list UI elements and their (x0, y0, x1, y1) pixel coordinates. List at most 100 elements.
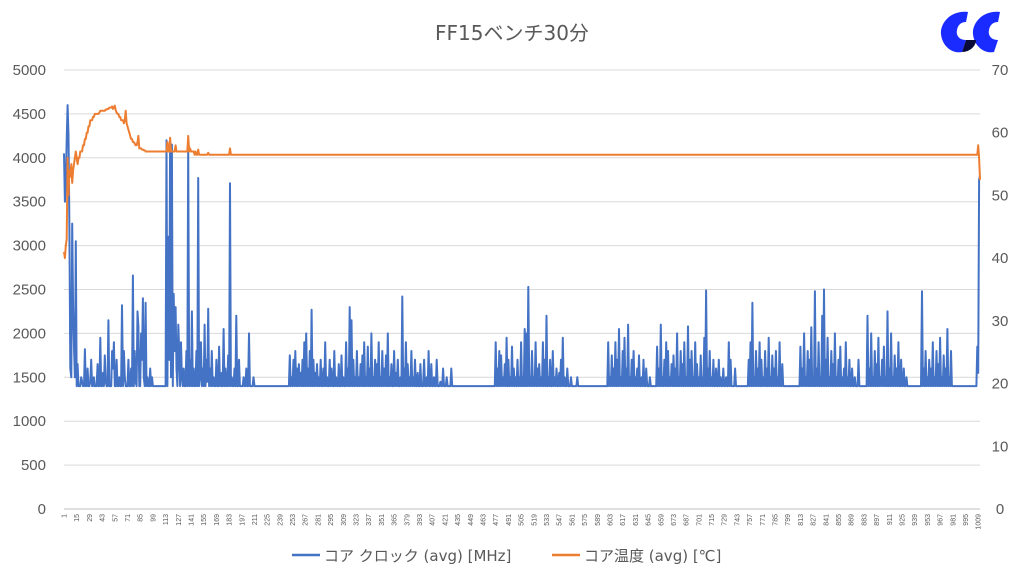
legend: コア クロック (avg) [MHz] コア温度 (avg) [℃] (292, 547, 721, 565)
x-tick-label: 617 (620, 514, 627, 526)
x-axis: 1 15 29 43 57 71 85 99 113 127 141 155 169 183 197 211 2… (62, 514, 983, 530)
series-line-core-temp (63, 104, 981, 260)
x-tick-label: 869 (849, 514, 856, 526)
x-tick-label: 169 (214, 514, 221, 526)
x-tick-label: 855 (836, 514, 843, 526)
x-tick-label: 155 (201, 514, 208, 526)
x-tick-label: 295 (328, 514, 335, 526)
x-tick-label: 85 (138, 514, 145, 522)
y-right-tick-label: 50 (992, 187, 1009, 204)
x-tick-label: 309 (341, 514, 348, 526)
x-tick-label: 827 (811, 514, 818, 526)
x-tick-label: 939 (912, 514, 919, 526)
x-tick-label: 519 (531, 514, 538, 526)
x-tick-label: 99 (150, 514, 157, 522)
x-tick-label: 953 (925, 514, 932, 526)
x-tick-label: 113 (163, 514, 170, 525)
x-tick-label: 421 (442, 514, 449, 526)
x-tick-label: 911 (887, 514, 894, 525)
x-tick-label: 533 (544, 514, 551, 526)
y-left-tick-label: 0 (38, 501, 46, 518)
x-tick-label: 337 (366, 514, 373, 526)
x-tick-label: 281 (315, 514, 322, 526)
series-line-core-clock (63, 104, 981, 388)
x-tick-label: 141 (188, 514, 195, 526)
x-tick-label: 645 (646, 514, 653, 526)
y-left-tick-label: 4000 (13, 150, 46, 167)
x-tick-label: 547 (557, 514, 564, 526)
x-tick-label: 225 (265, 514, 272, 526)
x-tick-label: 267 (303, 514, 310, 526)
y-right-tick-label: 70 (992, 62, 1009, 79)
y-left-tick-label: 2000 (13, 325, 46, 342)
x-tick-label: 967 (938, 514, 945, 526)
x-tick-label: 211 (252, 514, 259, 525)
x-tick-label: 393 (417, 514, 424, 526)
x-tick-label: 981 (950, 514, 957, 526)
x-tick-label: 897 (874, 514, 881, 526)
x-tick-label: 757 (747, 514, 754, 526)
cc-logo (940, 11, 1000, 53)
x-tick-label: 813 (798, 514, 805, 526)
x-tick-label: 715 (709, 514, 716, 526)
x-tick-label: 57 (112, 514, 119, 522)
x-tick-label: 183 (227, 514, 234, 526)
x-tick-label: 449 (468, 514, 475, 526)
x-tick-label: 631 (633, 514, 640, 526)
y-axis-left: 0 500 1000 1500 2000 2500 3000 3500 4000 4500 5000 (13, 62, 46, 518)
y-right-tick-label: 40 (992, 250, 1009, 267)
chart-title: FF15ベンチ30分 (435, 21, 589, 45)
x-tick-label: 435 (455, 514, 462, 526)
gridlines (64, 69, 980, 510)
x-tick-label: 379 (404, 514, 411, 526)
x-tick-label: 253 (290, 514, 297, 526)
y-axis-right: 0 10 20 30 40 50 60 70 (992, 62, 1009, 518)
x-tick-label: 71 (125, 514, 132, 522)
x-tick-label: 771 (760, 514, 767, 526)
x-tick-label: 575 (582, 514, 589, 526)
x-tick-label: 477 (493, 514, 500, 526)
x-tick-label: 995 (963, 514, 970, 526)
x-tick-label: 197 (239, 514, 246, 526)
x-tick-label: 925 (900, 514, 907, 526)
x-tick-label: 463 (481, 514, 488, 526)
x-tick-label: 1 (62, 514, 69, 518)
x-tick-label: 1009 (976, 514, 983, 530)
x-tick-label: 603 (607, 514, 614, 526)
x-tick-label: 15 (74, 514, 81, 522)
x-tick-label: 365 (392, 514, 399, 526)
y-left-tick-label: 500 (21, 457, 46, 474)
x-tick-label: 799 (785, 514, 792, 526)
x-tick-label: 491 (506, 514, 513, 526)
x-tick-label: 785 (773, 514, 780, 526)
legend-label-core-temp: コア温度 (avg) [℃] (584, 547, 721, 565)
y-right-tick-label: 60 (992, 125, 1009, 142)
x-tick-label: 561 (569, 514, 576, 526)
x-tick-label: 883 (861, 514, 868, 526)
x-tick-label: 323 (354, 514, 361, 526)
y-left-tick-label: 5000 (13, 62, 46, 79)
y-left-tick-label: 1000 (13, 413, 46, 430)
y-right-tick-label: 20 (992, 376, 1009, 393)
y-right-tick-label: 0 (996, 501, 1004, 518)
x-tick-label: 407 (430, 514, 437, 526)
x-tick-label: 841 (823, 514, 830, 526)
x-tick-label: 701 (696, 514, 703, 526)
y-left-tick-label: 3000 (13, 238, 46, 255)
x-tick-label: 351 (379, 514, 386, 526)
legend-label-core-clock: コア クロック (avg) [MHz] (324, 547, 511, 565)
x-tick-label: 589 (595, 514, 602, 526)
x-tick-label: 239 (277, 514, 284, 526)
x-tick-label: 729 (722, 514, 729, 526)
y-left-tick-label: 2500 (13, 282, 46, 299)
x-tick-label: 673 (671, 514, 678, 526)
x-tick-label: 505 (519, 514, 526, 526)
x-tick-label: 687 (684, 514, 691, 526)
x-tick-label: 127 (176, 514, 183, 526)
x-tick-label: 43 (100, 514, 107, 522)
y-left-tick-label: 3500 (13, 194, 46, 211)
x-tick-label: 659 (658, 514, 665, 526)
y-right-tick-label: 30 (992, 313, 1009, 330)
y-left-tick-label: 1500 (13, 369, 46, 386)
